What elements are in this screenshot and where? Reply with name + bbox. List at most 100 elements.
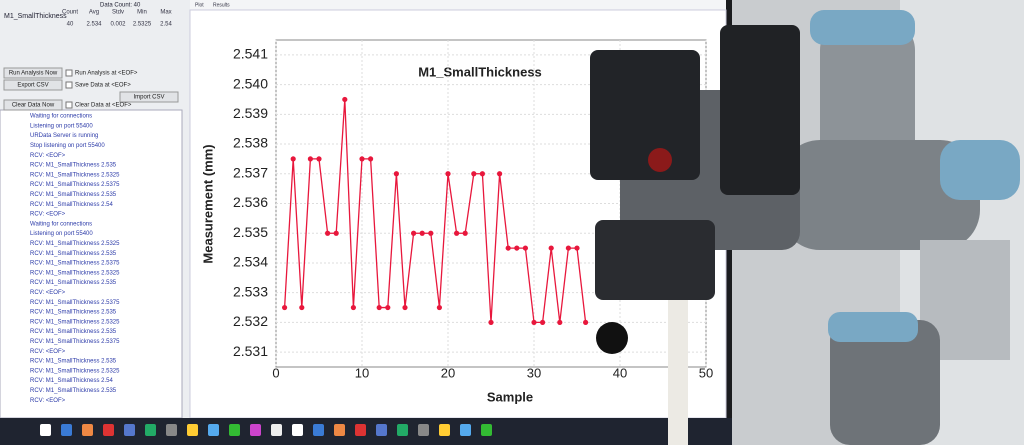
taskbar-icon[interactable] [292,424,303,436]
log-line: Waiting for connections [30,221,92,227]
log-line: RCV: M1_SmallThickness 2.5325 [30,319,120,325]
data-point [583,319,589,326]
data-point [548,245,554,251]
data-point [522,245,529,251]
log-line: RCV: M1_SmallThickness 2.535 [30,280,117,286]
data-point [325,230,331,236]
data-point [393,171,399,177]
taskbar-icon[interactable] [460,424,471,436]
log-line: RCV: M1_SmallThickness 2.535 [30,163,117,169]
log-line: Listening on port 55400 [30,231,93,237]
data-point [540,319,546,326]
log-line: RCV: M1_SmallThickness 2.535 [30,329,117,335]
joint-cap [828,312,918,342]
y-tick-label: 2.539 [233,105,268,121]
panel-name: M1_SmallThickness [4,13,67,20]
log-line: RCV: M1_SmallThickness 2.535 [30,388,117,394]
taskbar-icon[interactable] [334,424,345,436]
button [648,148,672,172]
joint-cap [810,10,915,45]
sensor [590,50,700,180]
stand [668,300,688,445]
taskbar-icon[interactable] [439,424,450,436]
data-point [333,230,339,236]
log-line: RCV: M1_SmallThickness 2.5325 [30,172,120,178]
taskbar-icon[interactable] [124,424,135,436]
y-tick-label: 2.537 [233,164,268,180]
data-point [497,171,503,177]
checkbox-label: Clear Data at <EOF> [75,103,132,109]
log-line: RCV: M1_SmallThickness 2.5375 [30,300,120,306]
taskbar-icon[interactable] [103,424,114,436]
log-line: RCV: <EOF> [30,290,66,296]
data-point [359,156,365,162]
log-box [0,109,183,419]
log-line: RCV: M1_SmallThickness 2.535 [30,310,117,316]
y-axis-label: Measurement (mm) [200,144,215,263]
taskbar-icon[interactable] [271,424,282,436]
button-label: Export CSV [17,83,48,89]
taskbar-icon[interactable] [82,424,93,436]
tab[interactable]: Plot [195,2,204,8]
taskbar-icon[interactable] [250,424,261,436]
button-label: Run Analysis Now [9,71,58,77]
taskbar-icon[interactable] [61,424,72,436]
taskbar-icon[interactable] [376,424,387,436]
data-point [462,230,468,236]
chart-title: M1_SmallThickness [418,64,542,79]
taskbar-icon[interactable] [187,424,198,436]
taskbar-icons [40,424,492,436]
taskbar-icon[interactable] [40,424,51,436]
x-tick-label: 0 [272,365,279,380]
checkbox[interactable] [65,101,73,109]
log-line: RCV: <EOF> [30,212,66,218]
data-point [299,304,305,311]
data-point [565,245,572,251]
log-line: RCV: M1_SmallThickness 2.54 [30,378,113,384]
y-tick-label: 2.532 [233,313,268,329]
taskbar-icon[interactable] [166,424,177,436]
taskbar-icon[interactable] [355,424,366,436]
taskbar-icon[interactable] [313,424,324,436]
taskbar-icon[interactable] [397,424,408,436]
data-point [531,319,537,326]
taskbar-icon[interactable] [145,424,156,436]
data-point [376,304,382,311]
taskbar-icon[interactable] [418,424,429,436]
data-point [402,304,408,311]
data-point [411,230,417,236]
data-count: Data Count: 40 [100,3,141,9]
data-point [307,156,313,162]
taskbar-icon[interactable] [481,424,492,436]
checkbox[interactable] [65,69,73,77]
camera [720,25,800,195]
button[interactable] [3,79,63,91]
button[interactable] [3,67,63,79]
y-tick-label: 2.541 [233,46,268,62]
y-tick-label: 2.536 [233,194,268,210]
stat-header: Count [62,10,78,16]
data-point [471,171,477,177]
stat-header: Avg [89,10,99,16]
log-line: RCV: M1_SmallThickness 2.54 [30,202,113,208]
taskbar-icon[interactable] [229,424,240,436]
button[interactable] [3,99,63,111]
y-tick-label: 2.538 [233,135,268,151]
arm-lower [830,320,940,445]
log-line: RCV: M1_SmallThickness 2.5325 [30,241,120,247]
stat-value: 40 [67,22,74,28]
x-tick-label: 30 [527,365,541,380]
log-line: RCV: M1_SmallThickness 2.5325 [30,368,120,374]
log-line: Stop listening on port 55400 [30,143,105,149]
data-point [342,96,348,103]
data-point [514,245,520,251]
checkbox[interactable] [65,81,73,89]
y-tick-label: 2.535 [233,224,268,240]
data-point [454,230,460,236]
tab[interactable]: Results [213,2,230,8]
taskbar-icon[interactable] [208,424,219,436]
button-label: Clear Data Now [12,103,55,109]
button[interactable] [119,91,179,103]
